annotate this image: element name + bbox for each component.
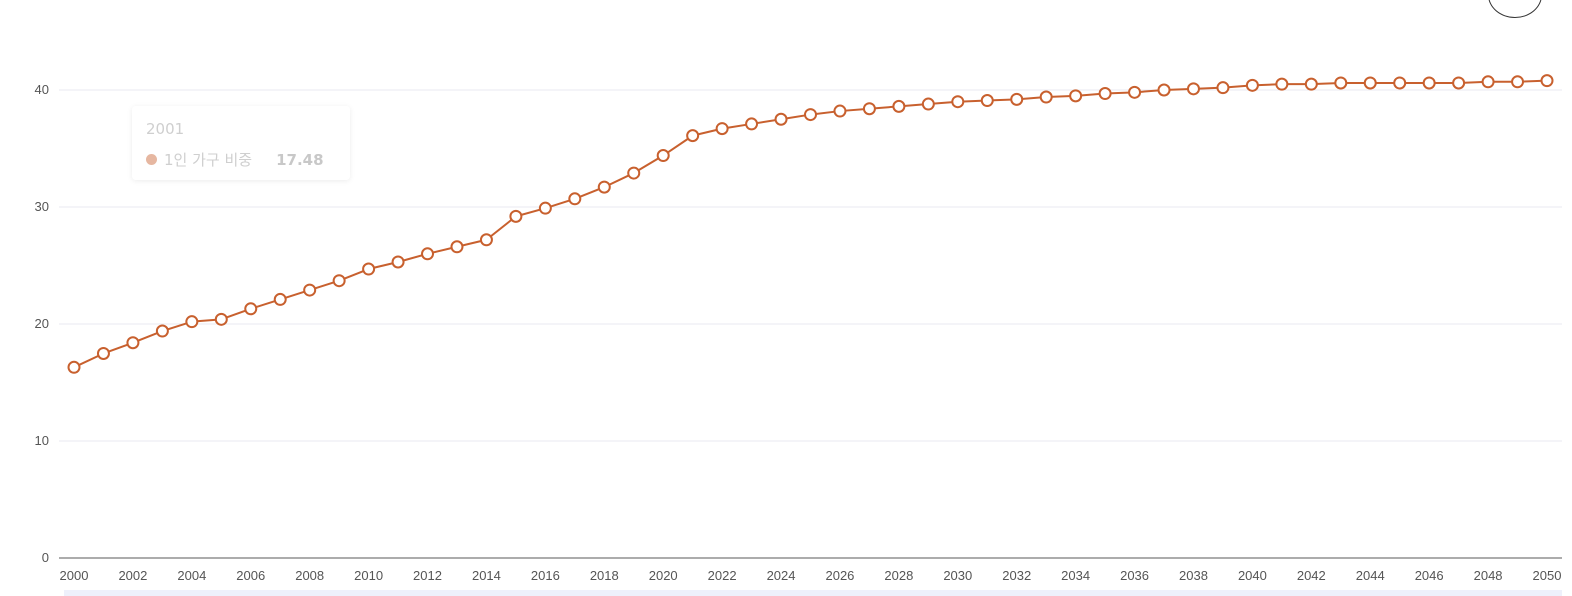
data-point-2020[interactable] <box>656 149 670 163</box>
x-tick-label: 2044 <box>1356 568 1385 583</box>
data-point-2013[interactable] <box>450 240 464 254</box>
x-tick-label: 2014 <box>472 568 501 583</box>
x-tick-label: 2020 <box>649 568 678 583</box>
x-tick-label: 2036 <box>1120 568 1149 583</box>
x-tick-label: 2000 <box>60 568 89 583</box>
data-point-2007[interactable] <box>273 292 287 306</box>
x-tick-label: 2032 <box>1002 568 1031 583</box>
data-point-2026[interactable] <box>833 104 847 118</box>
tooltip-series-name: 1인 가구 비중 <box>164 151 253 169</box>
data-point-2022[interactable] <box>715 122 729 136</box>
data-point-2008[interactable] <box>303 283 317 297</box>
x-tick-label: 2016 <box>531 568 560 583</box>
data-point-2038[interactable] <box>1186 82 1200 96</box>
data-point-2050[interactable] <box>1540 74 1554 88</box>
x-tick-label: 2034 <box>1061 568 1090 583</box>
data-point-2030[interactable] <box>951 95 965 109</box>
x-tick-label: 2040 <box>1238 568 1267 583</box>
x-tick-label: 2046 <box>1415 568 1444 583</box>
data-point-2025[interactable] <box>804 108 817 122</box>
data-point-2009[interactable] <box>332 274 346 288</box>
tooltip-title: 2001 <box>146 120 185 138</box>
data-point-2047[interactable] <box>1452 76 1466 90</box>
data-point-2019[interactable] <box>627 166 641 180</box>
x-tick-label: 2012 <box>413 568 442 583</box>
y-tick-label: 0 <box>42 550 49 565</box>
x-tick-label: 2010 <box>354 568 383 583</box>
data-point-2044[interactable] <box>1363 76 1377 90</box>
y-tick-label: 40 <box>35 82 49 97</box>
x-tick-label: 2008 <box>295 568 324 583</box>
tooltip-row: 1인 가구 비중 17.48 <box>146 149 324 170</box>
x-tick-label: 2048 <box>1474 568 1503 583</box>
x-tick-label: 2028 <box>884 568 913 583</box>
x-tick-label: 2026 <box>825 568 854 583</box>
data-point-2037[interactable] <box>1157 83 1171 97</box>
x-tick-label: 2042 <box>1297 568 1326 583</box>
data-point-2003[interactable] <box>155 324 169 338</box>
data-point-2000[interactable] <box>67 360 81 374</box>
x-tick-label: 2030 <box>943 568 972 583</box>
data-point-2021[interactable] <box>686 129 700 143</box>
data-point-2015[interactable] <box>509 209 523 223</box>
data-point-2039[interactable] <box>1216 81 1230 95</box>
data-point-2042[interactable] <box>1304 77 1318 91</box>
data-point-2034[interactable] <box>1069 89 1083 103</box>
data-point-2029[interactable] <box>921 97 935 111</box>
data-point-2031[interactable] <box>980 94 994 108</box>
data-point-2028[interactable] <box>892 99 906 113</box>
x-tick-label: 2024 <box>767 568 796 583</box>
x-tick-label: 2006 <box>236 568 265 583</box>
x-tick-label: 2022 <box>708 568 737 583</box>
data-point-2036[interactable] <box>1128 85 1142 99</box>
tooltip-marker-icon <box>146 154 157 165</box>
x-tick-label: 2002 <box>118 568 147 583</box>
data-point-2004[interactable] <box>185 315 199 329</box>
y-tick-label: 30 <box>35 199 49 214</box>
series-points <box>67 74 1554 374</box>
data-point-2041[interactable] <box>1275 77 1289 91</box>
x-axis-tick-labels: 2000 2002 2004 2006 2008 2010 2012 2014 2016 2018… <box>60 568 1562 583</box>
data-point-2016[interactable] <box>538 201 552 215</box>
data-point-2005[interactable] <box>214 312 228 326</box>
x-tick-label: 2050 <box>1533 568 1562 583</box>
y-axis-tick-labels: 0 10 20 30 40 <box>35 82 49 565</box>
x-tick-label: 2004 <box>177 568 206 583</box>
scroll-strip <box>64 590 1562 596</box>
data-point-2023[interactable] <box>745 117 759 131</box>
data-point-2027[interactable] <box>862 102 876 116</box>
x-tick-label: 2038 <box>1179 568 1208 583</box>
data-point-2018[interactable] <box>597 180 611 194</box>
data-point-2035[interactable] <box>1098 87 1112 101</box>
data-point-2002[interactable] <box>126 336 140 350</box>
x-tick-label: 2018 <box>590 568 619 583</box>
data-point-2045[interactable] <box>1393 76 1407 90</box>
data-point-2010[interactable] <box>362 262 376 276</box>
y-tick-label: 20 <box>35 316 49 331</box>
data-point-2032[interactable] <box>1010 92 1024 106</box>
data-point-2012[interactable] <box>421 247 435 261</box>
data-point-2048[interactable] <box>1481 75 1495 89</box>
data-point-2024[interactable] <box>774 112 788 126</box>
data-point-2043[interactable] <box>1334 76 1348 90</box>
data-point-2033[interactable] <box>1039 90 1053 104</box>
data-point-2040[interactable] <box>1245 78 1259 92</box>
data-point-2011[interactable] <box>391 255 405 269</box>
data-point-2017[interactable] <box>568 192 582 206</box>
y-tick-label: 10 <box>35 433 49 448</box>
data-point-2006[interactable] <box>244 302 258 316</box>
data-point-2046[interactable] <box>1422 76 1436 90</box>
data-point-2014[interactable] <box>479 233 493 247</box>
data-point-2001[interactable] <box>96 346 110 360</box>
tooltip: 2001 1인 가구 비중 17.48 <box>132 106 350 180</box>
data-point-2049[interactable] <box>1511 75 1525 89</box>
tooltip-value: 17.48 <box>276 150 324 169</box>
